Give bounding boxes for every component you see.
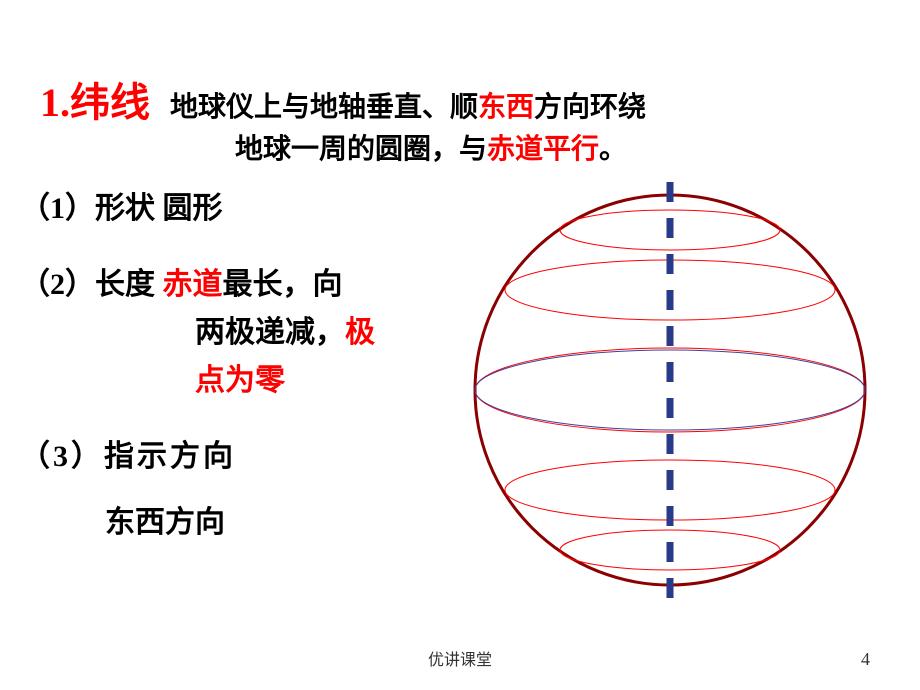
def-part1: 地球仪上与地轴垂直、顺 — [170, 92, 478, 123]
item1-value: 圆形 — [155, 192, 223, 225]
item2-red2: 极 — [345, 316, 375, 349]
item3-label: （3）指示方向 — [20, 433, 460, 481]
content-list: （1）形状 圆形 （2）长度 赤道最长，向 两极递减，极 点为零 （3）指示方向… — [20, 185, 460, 575]
title-row: 1. 纬线 地球仪上与地轴垂直、顺东西方向环绕 — [40, 70, 880, 129]
item2-line3: 点为零 — [195, 357, 460, 405]
definition-line2: 地球一周的圆圈，与赤道平行。 — [235, 129, 880, 171]
globe-svg — [470, 170, 870, 610]
item2-black2: 两极递减， — [195, 316, 345, 349]
item2-red1: 赤道 — [163, 268, 223, 301]
title-name: 纬线 — [70, 70, 150, 128]
page-number: 4 — [861, 649, 870, 670]
globe-diagram — [470, 170, 870, 610]
title-section: 1. 纬线 地球仪上与地轴垂直、顺东西方向环绕 地球一周的圆圈，与赤道平行。 — [40, 70, 880, 171]
item-length: （2）长度 赤道最长，向 两极递减，极 点为零 — [20, 261, 460, 405]
item1-label: （1）形状 — [20, 192, 155, 225]
item3-value: 东西方向 — [105, 499, 460, 547]
item2-line1: （2）长度 赤道最长，向 — [20, 261, 460, 309]
outer-circle — [475, 195, 865, 585]
item-shape: （1）形状 圆形 — [20, 185, 460, 233]
footer-text: 优讲课堂 — [0, 646, 920, 670]
definition-line1: 地球仪上与地轴垂直、顺东西方向环绕 — [170, 87, 646, 129]
def-highlight1: 东西 — [478, 92, 534, 123]
def-part3: 地球一周的圆圈，与 — [235, 134, 487, 165]
item2-red3: 点为零 — [195, 364, 285, 397]
def-part2: 方向环绕 — [534, 92, 646, 123]
title-number: 1. — [40, 79, 70, 126]
item2-black1: 最长，向 — [223, 268, 343, 301]
item2-label: （2）长度 — [20, 268, 155, 301]
item2-line2: 两极递减，极 — [195, 309, 460, 357]
def-period: 。 — [599, 134, 627, 165]
equator-line-red — [475, 348, 865, 432]
def-highlight2: 赤道平行 — [487, 134, 599, 165]
item-direction: （3）指示方向 东西方向 — [20, 433, 460, 547]
